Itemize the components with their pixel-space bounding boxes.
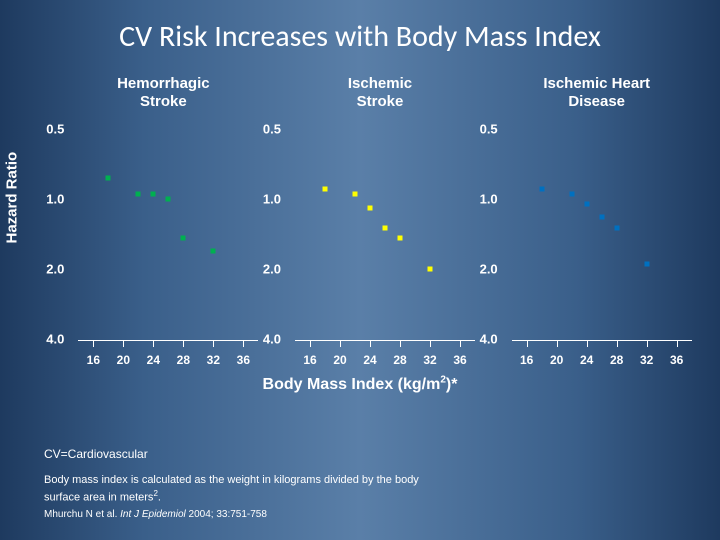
- footer: CV=Cardiovascular Body mass index is cal…: [44, 446, 424, 522]
- xtick-label: 16: [303, 353, 316, 367]
- xtick-mark: [617, 341, 618, 347]
- data-point: [398, 236, 403, 241]
- xtick-mark: [183, 341, 184, 347]
- xtick-mark: [677, 341, 678, 347]
- xtick-mark: [310, 341, 311, 347]
- xtick-label: 36: [453, 353, 466, 367]
- xtick-mark: [93, 341, 94, 347]
- yaxis-label: Hazard Ratio: [4, 152, 21, 244]
- xtick-mark: [123, 341, 124, 347]
- data-point: [151, 192, 156, 197]
- ytick-label: 2.0: [38, 262, 64, 277]
- xtick-label: 20: [550, 353, 563, 367]
- xtick-mark: [557, 341, 558, 347]
- data-point: [211, 248, 216, 253]
- panel-0: Hemorrhagic Stroke0.51.02.04.01620242832…: [60, 75, 267, 369]
- data-point: [539, 186, 544, 191]
- plot-area: 0.51.02.04.0162024283236: [502, 119, 692, 369]
- ytick-label: 4.0: [472, 332, 498, 347]
- data-point: [136, 192, 141, 197]
- xtick-label: 24: [147, 353, 160, 367]
- xaxis-label: Body Mass Index (kg/m2)*: [0, 375, 720, 394]
- plot-area: 0.51.02.04.0162024283236: [285, 119, 475, 369]
- data-point: [166, 196, 171, 201]
- xaxis-line: [295, 340, 475, 341]
- ytick-label: 1.0: [255, 192, 281, 207]
- xaxis-line: [512, 340, 692, 341]
- data-point: [614, 225, 619, 230]
- xtick-label: 32: [423, 353, 436, 367]
- xtick-mark: [527, 341, 528, 347]
- xtick-label: 32: [207, 353, 220, 367]
- xtick-mark: [430, 341, 431, 347]
- xtick-mark: [153, 341, 154, 347]
- slide-title: CV Risk Increases with Body Mass Index: [0, 0, 720, 55]
- xtick-label: 24: [363, 353, 376, 367]
- plot-area: 0.51.02.04.0162024283236: [68, 119, 258, 369]
- xtick-label: 32: [640, 353, 653, 367]
- xtick-label: 16: [87, 353, 100, 367]
- xtick-label: 28: [177, 353, 190, 367]
- xtick-label: 28: [610, 353, 623, 367]
- data-point: [106, 175, 111, 180]
- panel-title: Ischemic Stroke: [277, 75, 484, 111]
- xtick-label: 20: [333, 353, 346, 367]
- xtick-label: 36: [237, 353, 250, 367]
- cv-note: CV=Cardiovascular: [44, 446, 424, 463]
- xtick-mark: [370, 341, 371, 347]
- ytick-label: 0.5: [472, 122, 498, 137]
- data-point: [599, 214, 604, 219]
- xtick-mark: [213, 341, 214, 347]
- data-point: [569, 192, 574, 197]
- data-point: [323, 186, 328, 191]
- xtick-mark: [243, 341, 244, 347]
- xtick-label: 16: [520, 353, 533, 367]
- panel-row: Hemorrhagic Stroke 0.5 1.0 2.0 4.0 16 20 24 28 32…: [0, 55, 720, 369]
- ytick-label: 4.0: [38, 332, 64, 347]
- data-point: [383, 225, 388, 230]
- xtick-label: 28: [393, 353, 406, 367]
- panel-title: Ischemic Heart Disease: [493, 75, 700, 111]
- panel-2: Ischemic Heart Disease0.51.02.04.0162024…: [493, 75, 700, 369]
- panel-1: Ischemic Stroke0.51.02.04.0162024283236: [277, 75, 484, 369]
- data-point: [428, 266, 433, 271]
- data-point: [368, 206, 373, 211]
- ytick-label: 4.0: [255, 332, 281, 347]
- xtick-mark: [460, 341, 461, 347]
- ytick-label: 2.0: [472, 262, 498, 277]
- ytick-label: 0.5: [38, 122, 64, 137]
- xtick-mark: [587, 341, 588, 347]
- xtick-label: 36: [670, 353, 683, 367]
- bmi-note: Body mass index is calculated as the wei…: [44, 473, 424, 506]
- xtick-mark: [647, 341, 648, 347]
- data-point: [584, 201, 589, 206]
- xtick-mark: [400, 341, 401, 347]
- data-point: [181, 236, 186, 241]
- ytick-label: 1.0: [472, 192, 498, 207]
- citation: Mhurchu N et al. Int J Epidemiol 2004; 3…: [44, 508, 424, 522]
- xtick-label: 20: [117, 353, 130, 367]
- data-point: [644, 262, 649, 267]
- ytick-label: 0.5: [255, 122, 281, 137]
- ytick-label: 1.0: [38, 192, 64, 207]
- xtick-mark: [340, 341, 341, 347]
- data-point: [353, 192, 358, 197]
- ytick-label: 2.0: [255, 262, 281, 277]
- panel-title: Hemorrhagic Stroke: [60, 75, 267, 111]
- xtick-label: 24: [580, 353, 593, 367]
- xaxis-line: [78, 340, 258, 341]
